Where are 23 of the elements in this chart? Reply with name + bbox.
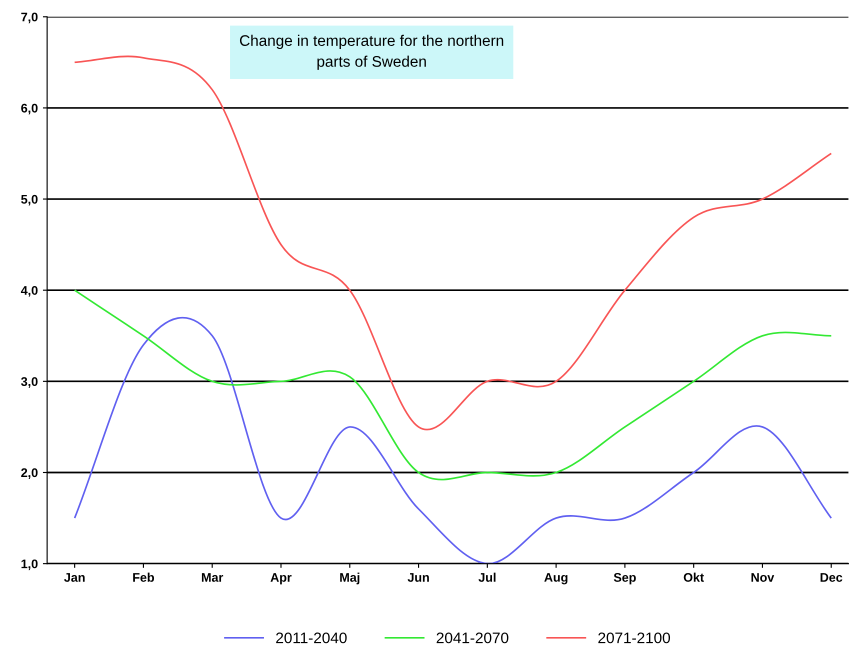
x-tick-label: Jan: [64, 573, 85, 582]
y-tick-label: 6,0: [21, 104, 38, 114]
x-tick-label: Okt: [684, 572, 704, 582]
legend-label: 2041-2070: [436, 632, 508, 644]
x-tick-label: Jul: [478, 572, 496, 582]
text: Change in temperature for the northern parts of Sweden: [240, 34, 504, 70]
legend-label: 2071-2100: [598, 632, 670, 644]
y-tick-label: 5,0: [21, 194, 38, 206]
y-tick-label: 3,0: [21, 377, 38, 388]
y-tick-label: 4,0: [20, 286, 38, 297]
y-tick-label: 7,0: [21, 12, 38, 24]
y-tick-label: 2,0: [21, 468, 38, 479]
x-tick-label: Aug: [544, 573, 568, 584]
x-tick-label: Nov: [751, 573, 774, 582]
x-tick-label: Feb: [133, 572, 154, 582]
x-tick-label: Apr: [270, 573, 292, 584]
x-tick-label: Dec: [820, 573, 842, 582]
legend-label: 2011-2040: [276, 632, 347, 644]
x-tick-label: Sep: [614, 573, 636, 584]
x-tick-label: Mar: [202, 573, 224, 582]
y-tick-label: 1,0: [22, 559, 38, 570]
x-tick-label: Jun: [408, 573, 429, 582]
x-tick-label: Maj: [340, 572, 360, 584]
